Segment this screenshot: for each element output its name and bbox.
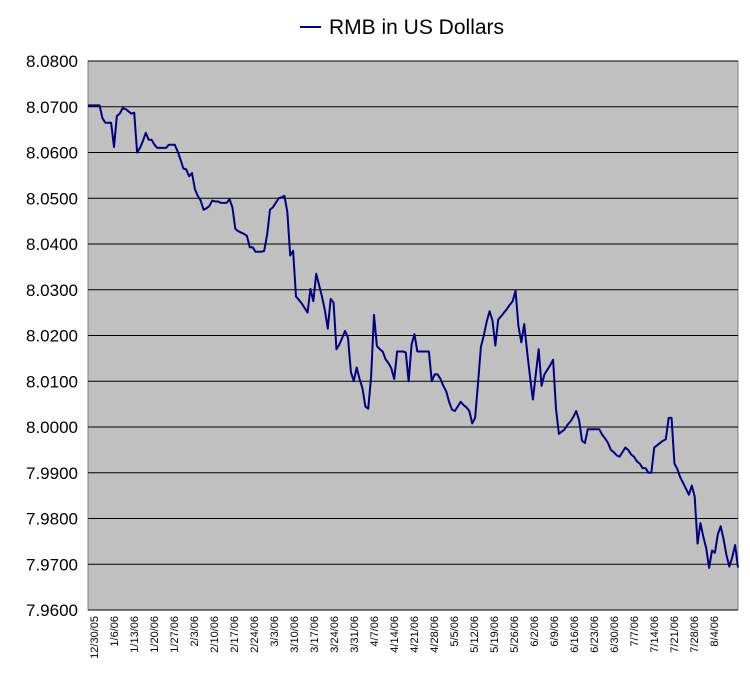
x-axis-tick-labels: 12/30/05 1/6/06 1/13/06 1/20/06 1/27/06 2/3/0… [89, 616, 721, 659]
x-tick-label: 2/24/06 [249, 616, 261, 653]
x-tick-label: 6/16/06 [569, 616, 581, 653]
x-tick-label: 3/3/06 [269, 616, 281, 647]
x-tick-label: 6/23/06 [589, 616, 601, 653]
x-tick-label: 6/9/06 [549, 616, 561, 647]
x-tick-label: 7/7/06 [629, 616, 641, 647]
x-tick-label: 4/7/06 [369, 616, 381, 647]
x-tick-label: 5/26/06 [509, 616, 521, 653]
x-tick-label: 1/13/06 [129, 616, 141, 653]
x-tick-label: 6/2/06 [529, 616, 541, 647]
series-group [88, 104, 739, 569]
x-tick-label: 7/28/06 [689, 616, 701, 653]
series-line [88, 104, 739, 569]
x-tick-label: 2/3/06 [189, 616, 201, 647]
x-tick-label: 12/30/05 [89, 616, 101, 659]
x-tick-label: 7/21/06 [669, 616, 681, 653]
y-tick-label: 8.0400 [26, 235, 78, 254]
x-tick-label: 1/20/06 [149, 616, 161, 653]
y-tick-label: 7.9800 [26, 510, 78, 529]
y-tick-label: 8.0500 [26, 189, 78, 208]
y-tick-label: 8.0600 [26, 144, 78, 163]
y-tick-label: 8.0800 [26, 52, 78, 71]
y-tick-label: 7.9700 [26, 555, 78, 574]
y-tick-label: 8.0100 [26, 372, 78, 391]
x-tick-label: 2/10/06 [209, 616, 221, 653]
y-tick-label: 7.9600 [26, 601, 78, 620]
y-tick-label: 8.0200 [26, 327, 78, 346]
x-tick-label: 4/28/06 [429, 616, 441, 653]
x-tick-label: 5/5/06 [449, 616, 461, 647]
x-tick-label: 1/27/06 [169, 616, 181, 653]
x-tick-label: 5/19/06 [489, 616, 501, 653]
gridlines [88, 60, 738, 611]
x-tick-label: 3/10/06 [289, 616, 301, 653]
y-tick-label: 8.0000 [26, 418, 78, 437]
x-tick-label: 6/30/06 [609, 616, 621, 653]
legend-label: RMB in US Dollars [329, 16, 504, 39]
x-tick-label: 3/17/06 [309, 616, 321, 653]
y-tick-label: 7.9900 [26, 464, 78, 483]
x-tick-label: 8/4/06 [709, 616, 721, 647]
x-tick-label: 3/24/06 [329, 616, 341, 653]
x-tick-label: 3/31/06 [349, 616, 361, 653]
y-tick-label: 8.0300 [26, 281, 78, 300]
x-tick-label: 1/6/06 [109, 616, 121, 647]
y-tick-label: 8.0700 [26, 98, 78, 117]
x-tick-label: 2/17/06 [229, 616, 241, 653]
y-axis-tick-labels: 8.0800 8.0700 8.0600 8.0500 8.0400 8.0300 8.02… [26, 52, 78, 620]
x-tick-label: 4/14/06 [389, 616, 401, 653]
x-tick-label: 7/14/06 [649, 616, 661, 653]
legend: RMB in US Dollars [300, 16, 504, 39]
x-tick-label: 4/21/06 [409, 616, 421, 653]
x-tick-label: 5/12/06 [469, 616, 481, 653]
